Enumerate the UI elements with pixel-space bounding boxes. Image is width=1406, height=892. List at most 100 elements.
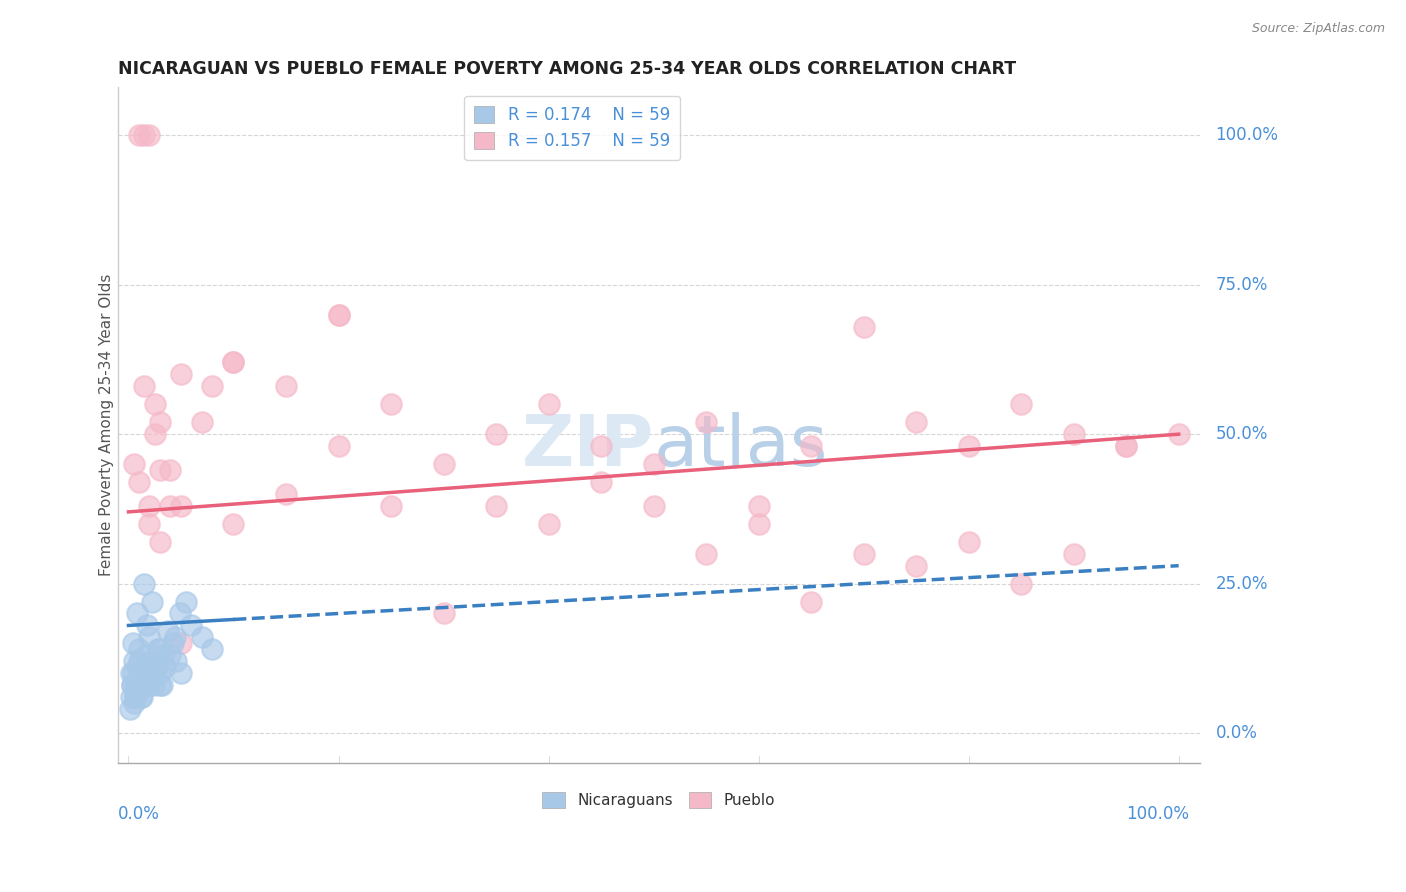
Text: 0.0%: 0.0% (1215, 724, 1257, 742)
Point (134, 666, 156, 681)
Point (122, 654, 145, 668)
Point (170, 499, 193, 513)
Text: 0.0%: 0.0% (118, 805, 160, 822)
Point (149, 666, 172, 681)
Point (121, 678, 143, 692)
Point (124, 690, 146, 705)
Point (148, 642, 170, 657)
Point (149, 678, 172, 692)
Text: 100.0%: 100.0% (1126, 805, 1189, 822)
Point (149, 415, 172, 429)
Point (1167, 427, 1189, 442)
Point (643, 499, 665, 513)
Point (128, 642, 150, 657)
Point (328, 308, 350, 322)
Text: NICARAGUAN VS PUEBLO FEMALE POVERTY AMONG 25-34 YEAR OLDS CORRELATION CHART: NICARAGUAN VS PUEBLO FEMALE POVERTY AMON… (118, 60, 1017, 78)
Point (129, 678, 152, 692)
Point (748, 516, 770, 531)
Point (142, 678, 165, 692)
Point (129, 678, 152, 692)
Point (134, 379, 156, 393)
Point (138, 678, 160, 692)
Point (125, 678, 148, 692)
Point (485, 427, 508, 442)
Point (124, 690, 146, 705)
Point (145, 660, 167, 674)
Point (131, 672, 153, 686)
Point (146, 642, 169, 657)
Point (222, 355, 245, 369)
Point (1010, 576, 1032, 591)
Point (128, 128, 150, 143)
Point (432, 607, 454, 621)
Point (134, 666, 156, 681)
Point (134, 576, 156, 591)
Point (129, 690, 152, 705)
Point (328, 439, 350, 453)
Point (118, 702, 141, 716)
Point (169, 607, 191, 621)
Point (127, 684, 149, 698)
Point (1063, 427, 1085, 442)
Point (149, 463, 172, 477)
Point (380, 397, 402, 411)
Point (485, 499, 508, 513)
Point (120, 690, 142, 705)
Point (131, 690, 153, 705)
Point (222, 355, 245, 369)
Point (138, 516, 160, 531)
Point (134, 128, 156, 143)
Point (125, 678, 148, 692)
Point (957, 439, 980, 453)
Point (201, 379, 224, 393)
Point (170, 666, 193, 681)
Point (695, 415, 717, 429)
Point (127, 684, 149, 698)
Point (139, 672, 162, 686)
Legend: R = 0.174    N = 59, R = 0.157    N = 59: R = 0.174 N = 59, R = 0.157 N = 59 (464, 95, 681, 161)
Point (191, 415, 214, 429)
Point (170, 636, 193, 650)
Point (128, 475, 150, 489)
Point (122, 696, 145, 710)
Point (159, 463, 181, 477)
Point (138, 499, 160, 513)
Point (143, 427, 166, 442)
Point (138, 128, 160, 143)
Text: ZIP: ZIP (522, 411, 654, 481)
Point (122, 457, 145, 471)
Point (159, 499, 181, 513)
Point (589, 475, 612, 489)
Point (141, 594, 163, 608)
Point (143, 397, 166, 411)
Text: 25.0%: 25.0% (1215, 574, 1268, 592)
Point (146, 660, 169, 674)
Point (143, 654, 166, 668)
Point (174, 594, 197, 608)
Text: atlas: atlas (654, 411, 828, 481)
Point (201, 642, 224, 657)
Point (150, 678, 173, 692)
Point (138, 660, 160, 674)
Point (159, 648, 181, 663)
Point (537, 397, 560, 411)
Point (589, 439, 612, 453)
Point (125, 660, 148, 674)
Point (138, 631, 160, 645)
Point (274, 487, 297, 501)
Point (852, 319, 875, 334)
Point (149, 534, 172, 549)
Text: 100.0%: 100.0% (1215, 127, 1278, 145)
Point (155, 660, 177, 674)
Point (905, 415, 928, 429)
Point (328, 308, 350, 322)
Point (121, 666, 143, 681)
Point (120, 666, 142, 681)
Point (274, 379, 297, 393)
Point (134, 666, 156, 681)
Point (170, 368, 193, 382)
Point (1063, 547, 1085, 561)
Point (163, 631, 186, 645)
Point (380, 499, 402, 513)
Point (180, 618, 202, 632)
